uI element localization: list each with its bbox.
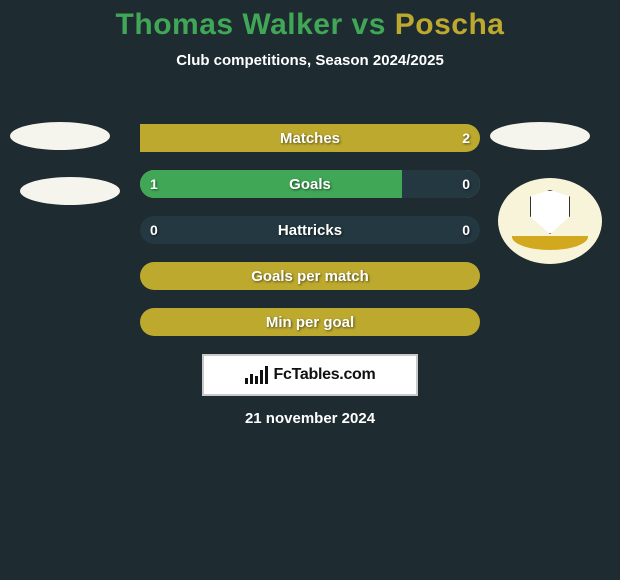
bar-segment (245, 378, 248, 384)
player2-photo-placeholder (490, 122, 590, 150)
stat-label: Goals per match (251, 268, 369, 285)
bar-segment (255, 376, 258, 384)
stat-value-right: 0 (462, 176, 470, 192)
stat-row: 1 Goals 0 (140, 170, 480, 198)
bar-segment (260, 370, 263, 384)
subtitle: Club competitions, Season 2024/2025 (0, 52, 620, 69)
stat-fill-left (140, 170, 402, 198)
bar-chart-icon (245, 366, 268, 384)
title-connector: vs (352, 8, 386, 41)
stat-label: Matches (280, 130, 340, 147)
stats-container: Matches 2 1 Goals 0 0 Hattricks 0 Goals per matc… (140, 124, 480, 354)
stat-row: Matches 2 (140, 124, 480, 152)
brand-logo: FcTables.com (202, 354, 418, 396)
player1-photo-placeholder (10, 122, 110, 150)
stat-row: Goals per match (140, 262, 480, 290)
player1-club-placeholder (20, 177, 120, 205)
bar-segment (250, 374, 253, 384)
stat-label: Min per goal (266, 314, 354, 331)
bar-segment (265, 366, 268, 384)
comparison-infographic: Thomas Walker vs Poscha Club competition… (0, 0, 620, 580)
stat-value-right: 2 (462, 130, 470, 146)
stat-row: 0 Hattricks 0 (140, 216, 480, 244)
stat-value-left: 0 (150, 222, 158, 238)
player2-name: Poscha (395, 8, 505, 41)
stat-value-right: 0 (462, 222, 470, 238)
brand-text: FcTables.com (274, 366, 376, 384)
page-title: Thomas Walker vs Poscha (0, 0, 620, 42)
player2-club-crest (498, 178, 602, 264)
stat-label: Hattricks (278, 222, 342, 239)
stat-label: Goals (289, 176, 331, 193)
stat-value-left: 1 (150, 176, 158, 192)
player1-name: Thomas Walker (116, 8, 343, 41)
stat-row: Min per goal (140, 308, 480, 336)
generated-date: 21 november 2024 (0, 410, 620, 427)
